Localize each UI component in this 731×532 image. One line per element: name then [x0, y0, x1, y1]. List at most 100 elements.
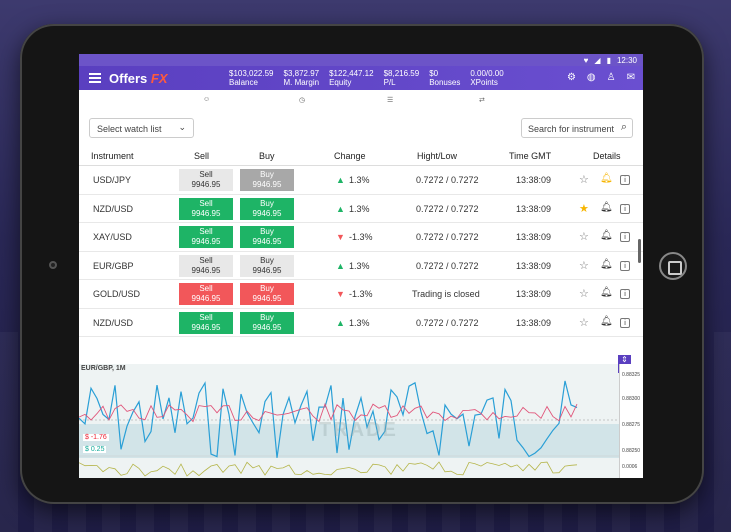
high-low: 0.7272 / 0.7272 — [416, 203, 479, 214]
buy-button[interactable]: Buy 9946.95 — [240, 169, 294, 191]
sell-button[interactable]: Sell 9946.95 — [179, 311, 233, 334]
star-icon[interactable]: ☆ — [579, 231, 589, 243]
search-input[interactable]: Search for instrument ⌕ — [521, 118, 633, 138]
buy-button[interactable]: Buy 9946.95 — [240, 311, 294, 334]
battery-icon: ▮ — [606, 55, 611, 65]
sell-button[interactable]: Sell 9946.95 — [179, 254, 233, 277]
smile-icon[interactable]: ☺ — [203, 96, 211, 103]
time-gmt: 13:38:09 — [516, 175, 552, 185]
sell-button[interactable]: Sell 9946.95 — [179, 283, 233, 305]
instrument-name: USD/JPY — [93, 175, 132, 185]
stat-equity: $122,447.12 Equity — [329, 69, 374, 87]
bell-icon[interactable]: 🔔︎ — [600, 258, 613, 270]
watchlist-select[interactable]: Select watch list ⌄ — [89, 118, 194, 138]
app-screen: ♥ ◢ ▮ 12:30 Offers FX $103,022.59 Balance… — [79, 54, 643, 478]
logo: Offers FX — [109, 70, 168, 86]
globe-icon[interactable]: ◍ — [586, 72, 596, 83]
heart-icon: ♥ — [583, 55, 589, 65]
stat-bonuses: $0 Bonuses — [429, 69, 461, 87]
change-value: -1.3% — [349, 232, 373, 242]
toggle-icon[interactable]: ⇄ — [479, 97, 485, 104]
change-arrow-icon: ▲ — [336, 175, 345, 185]
instrument-name: NZD/USD — [93, 203, 133, 214]
buy-button[interactable]: Buy 9946.95 — [240, 254, 294, 277]
search-icon: ⌕ — [620, 121, 627, 133]
volume-series-line — [79, 461, 578, 477]
table-row[interactable]: EUR/GBP Sell 9946.95 Buy 9946.95 ▲ 1.3% 0.7272 … — [79, 252, 643, 280]
buy-button[interactable]: Buy 9946.95 — [240, 197, 294, 220]
chart-band — [79, 424, 619, 458]
info-icon[interactable]: i — [620, 260, 630, 271]
table-row[interactable]: XAY/USD Sell 9946.95 Buy 9946.95 ▼ -1.3% 0.7272… — [79, 223, 643, 252]
star-icon[interactable]: ☆ — [579, 288, 589, 300]
mail-icon[interactable]: ✉ — [626, 72, 635, 83]
high-low: Trading is closed — [412, 289, 480, 299]
change-value: 1.3% — [349, 317, 370, 328]
time-gmt: 13:38:09 — [516, 317, 552, 328]
pl-tag-red: $ -1.76 — [83, 434, 109, 441]
info-icon[interactable]: i — [620, 289, 630, 299]
info-icon[interactable]: i — [620, 203, 630, 214]
home-button[interactable] — [659, 252, 687, 280]
change-value: -1.3% — [349, 289, 373, 299]
change-arrow-icon: ▲ — [336, 260, 345, 271]
bell-icon[interactable]: 🔔︎ — [600, 230, 613, 241]
buy-button[interactable]: Buy 9946.95 — [240, 226, 294, 248]
table-row[interactable]: NZD/USD Sell 9946.95 Buy 9946.95 ▲ 1.3% 0.7272 … — [79, 195, 643, 223]
star-icon[interactable]: ★ — [579, 202, 589, 215]
high-low: 0.7272 / 0.7272 — [416, 317, 479, 328]
change-arrow-icon: ▲ — [336, 317, 345, 328]
menu-icon[interactable] — [89, 73, 101, 83]
buy-button[interactable]: Buy 9946.95 — [240, 283, 294, 305]
change-arrow-icon: ▲ — [336, 203, 345, 214]
time-gmt: 13:38:09 — [516, 260, 552, 271]
status-bar: ♥ ◢ ▮ 12:30 — [79, 54, 643, 66]
ma-series-line — [79, 402, 578, 423]
high-low: 0.7272 / 0.7272 — [416, 232, 479, 242]
time-gmt: 13:38:09 — [516, 289, 552, 299]
signal-icon: ◢ — [594, 55, 601, 65]
bell-icon[interactable]: 🔔︎ — [600, 201, 613, 213]
clock-icon[interactable]: ◷ — [299, 97, 306, 104]
bell-icon[interactable]: 🔔︎ — [600, 315, 613, 327]
stat-margin: $3,872.97 M. Margin — [283, 69, 320, 87]
star-icon[interactable]: ☆ — [579, 316, 589, 329]
bell-icon[interactable]: 🔔︎ — [600, 173, 613, 184]
table-row[interactable]: NZD/USD Sell 9946.95 Buy 9946.95 ▲ 1.3% 0.7272 … — [79, 309, 643, 337]
sell-button[interactable]: Sell 9946.95 — [179, 169, 233, 191]
stat-pl: $8,216.59 P/L — [383, 69, 420, 87]
stat-xpoints: 0.00/0.00 XPoints — [470, 69, 504, 87]
info-icon[interactable]: i — [620, 175, 630, 185]
settings-icon[interactable]: ⚙ — [566, 72, 576, 83]
sell-button[interactable]: Sell 9946.95 — [179, 197, 233, 220]
chart-watermark: TRADE — [319, 419, 398, 441]
scrollbar[interactable] — [638, 239, 641, 263]
star-icon[interactable]: ☆ — [579, 174, 589, 186]
instrument-name: GOLD/USD — [93, 289, 141, 299]
bell-icon[interactable]: 🔔︎ — [600, 287, 613, 298]
time-gmt: 13:38:09 — [516, 203, 552, 214]
high-low: 0.7272 / 0.7272 — [416, 260, 479, 271]
instrument-name: NZD/USD — [93, 317, 133, 328]
chart-y-axis: 0.88325 0.88300 0.88275 0.88250 0.0006 — [619, 364, 643, 478]
chart-title: EUR/GBP, 1M — [81, 365, 126, 372]
sell-button[interactable]: Sell 9946.95 — [179, 226, 233, 248]
table-header: Instrument Sell Buy Change Hight/Low Tim… — [79, 144, 643, 166]
star-icon[interactable]: ☆ — [579, 259, 589, 272]
chevron-down-icon: ⌄ — [178, 122, 186, 132]
price-series-line — [79, 380, 578, 458]
info-icon[interactable]: i — [620, 232, 630, 242]
change-arrow-icon: ▼ — [336, 289, 345, 299]
info-icon[interactable]: i — [620, 317, 630, 328]
camera — [49, 261, 57, 269]
chart-svg — [79, 380, 619, 477]
instrument-name: EUR/GBP — [93, 260, 134, 271]
toolbar-icons: ☺ ◷ ☰ ⇄ — [79, 90, 643, 110]
top-bar: Offers FX $103,022.59 Balance $3,872.97 M.… — [79, 66, 643, 90]
change-value: 1.3% — [349, 175, 370, 185]
list-icon[interactable]: ☰ — [387, 97, 394, 104]
price-chart: ⇕⇕ EUR/GBP, 1M TRADE $ -1.76 $ 0.25 0.88… — [79, 355, 643, 478]
user-icon[interactable]: ♙ — [606, 72, 616, 83]
table-row[interactable]: USD/JPY Sell 9946.95 Buy 9946.95 ▲ 1.3% 0.7272 … — [79, 166, 643, 195]
table-row[interactable]: GOLD/USD Sell 9946.95 Buy 9946.95 ▼ -1.3% Tradi… — [79, 280, 643, 309]
